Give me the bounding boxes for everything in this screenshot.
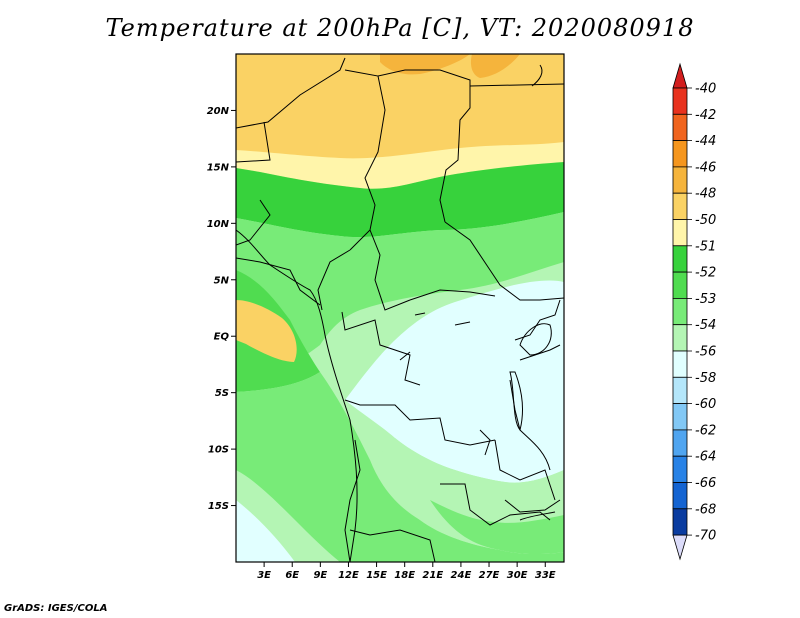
lat-tick-label: 5S bbox=[215, 388, 229, 399]
colorbar-swatch bbox=[672, 324, 688, 352]
lat-tick-label: 15S bbox=[208, 501, 229, 512]
colorbar-label: -44 bbox=[695, 134, 716, 149]
lat-tick-label: 5N bbox=[214, 275, 230, 286]
colorbar-swatch bbox=[672, 403, 688, 431]
colorbar-label: -52 bbox=[695, 266, 716, 281]
colorbar-label: -68 bbox=[695, 502, 716, 517]
field-band-minus50-gulf bbox=[236, 300, 297, 362]
lat-tick-label: 10S bbox=[208, 445, 229, 456]
map-frame bbox=[235, 53, 565, 563]
longitude-axis: 3E 6E 9E 12E 15E 18E 21E 24E 27E 30E 33E bbox=[257, 562, 556, 581]
colorbar-label: -64 bbox=[695, 450, 716, 465]
colorbar-swatch bbox=[672, 87, 688, 115]
colorbar-label: -51 bbox=[695, 239, 716, 254]
colorbar-bottom-arrow bbox=[672, 534, 688, 561]
colorbar-swatch bbox=[672, 271, 688, 299]
lat-tick-label: 10N bbox=[207, 219, 230, 230]
field-band-minus52 bbox=[236, 162, 564, 238]
lon-tick-label: 33E bbox=[535, 570, 556, 581]
colorbar-swatch bbox=[672, 297, 688, 326]
colorbar-label: -42 bbox=[695, 108, 716, 123]
grads-credit: GrADS: IGES/COLA bbox=[4, 603, 108, 614]
colorbar-swatch bbox=[672, 140, 688, 168]
colorbar-swatch bbox=[672, 219, 688, 247]
colorbar-label: -60 bbox=[695, 397, 716, 412]
field-band-minus53-se bbox=[430, 500, 564, 555]
colorbar-swatch bbox=[672, 376, 688, 404]
colorbar-swatch bbox=[672, 508, 688, 536]
colorbar-label: -40 bbox=[695, 82, 716, 97]
lat-tick-label: 20N bbox=[207, 106, 230, 117]
colorbar-label: -48 bbox=[695, 187, 716, 202]
colorbar-swatch bbox=[672, 113, 688, 142]
lon-tick-label: 6E bbox=[285, 570, 299, 581]
colorbar-swatch bbox=[672, 192, 688, 220]
colorbar-swatch bbox=[672, 429, 688, 457]
map-title: Temperature at 200hPa [C], VT: 202008091… bbox=[105, 14, 695, 42]
field-band-minus56 bbox=[345, 280, 564, 483]
coastlines-lakes bbox=[236, 64, 556, 562]
lon-tick-label: 21E bbox=[422, 570, 443, 581]
lon-tick-label: 15E bbox=[366, 570, 387, 581]
colorbar-label: -50 bbox=[695, 213, 716, 228]
colorbar-top-arrow bbox=[672, 62, 688, 89]
lon-tick-label: 3E bbox=[257, 570, 271, 581]
colorbar-swatch bbox=[672, 350, 688, 378]
colorbar-label: -53 bbox=[695, 292, 716, 307]
field-band-minus51-north bbox=[236, 142, 564, 189]
colorbar-swatch bbox=[672, 482, 688, 510]
colorbar-swatch bbox=[672, 455, 688, 483]
colorbar-label: -58 bbox=[695, 371, 716, 386]
colorbar-label: -56 bbox=[695, 345, 716, 360]
colorbar-label: -70 bbox=[695, 529, 716, 544]
lon-tick-label: 27E bbox=[479, 570, 500, 581]
lon-tick-label: 30E bbox=[507, 570, 528, 581]
field-band-minus48-east bbox=[470, 54, 520, 78]
lat-tick-label: 15N bbox=[207, 162, 230, 173]
lon-tick-label: 9E bbox=[313, 570, 327, 581]
lon-tick-label: 18E bbox=[394, 570, 415, 581]
lon-tick-label: 24E bbox=[451, 570, 472, 581]
colorbar-label: -62 bbox=[695, 423, 716, 438]
field-band-minus48 bbox=[380, 54, 470, 75]
lat-tick-label: EQ bbox=[214, 332, 230, 343]
lon-tick-label: 12E bbox=[338, 570, 359, 581]
field-band-minus53-sw bbox=[236, 372, 564, 562]
colorbar-swatch bbox=[672, 166, 688, 194]
colorbar-legend: -40 -42 -44 -46 -48 -50 -51 -52 -53 -54 -56 -58 -60 -… bbox=[672, 62, 716, 561]
colorbar-label: -46 bbox=[695, 160, 716, 175]
colorbar-label: -54 bbox=[695, 318, 716, 333]
country-borders bbox=[236, 57, 564, 562]
temperature-field bbox=[236, 54, 564, 562]
colorbar-label: -66 bbox=[695, 476, 716, 491]
field-band-minus56-sw bbox=[236, 500, 295, 562]
field-band-minus53 bbox=[236, 212, 564, 385]
latitude-axis: 20N 15N 10N 5N EQ 5S 10S 15S bbox=[207, 106, 236, 512]
colorbar-swatch bbox=[672, 245, 688, 273]
